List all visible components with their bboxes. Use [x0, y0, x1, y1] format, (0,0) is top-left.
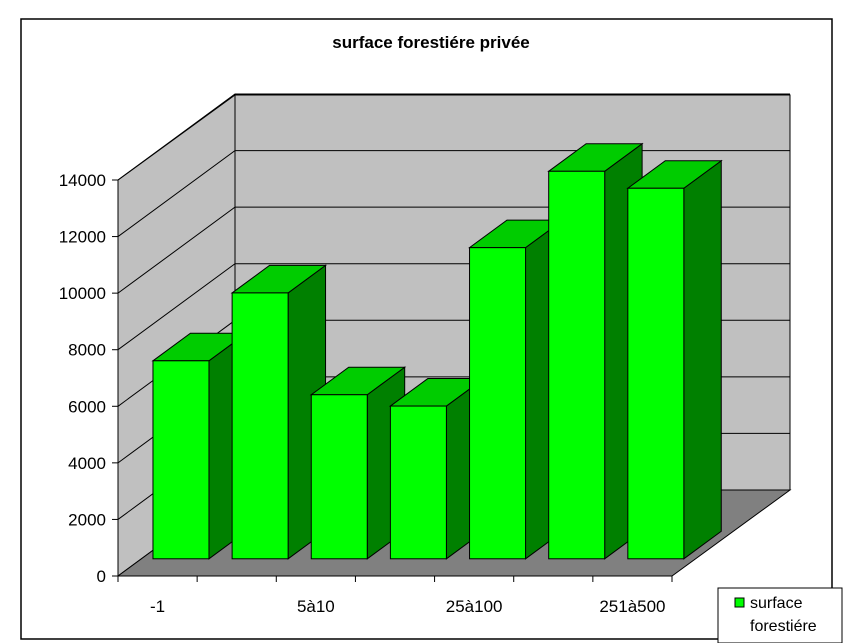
bar-front: [548, 170, 606, 560]
x-tick-label: -1: [150, 597, 165, 616]
bar-front: [469, 247, 527, 560]
y-tick-label: 10000: [59, 284, 106, 303]
legend-label-line1: surface: [750, 595, 803, 612]
bar: [230, 264, 328, 560]
y-tick-label: 4000: [68, 454, 106, 473]
chart-title: surface forestiére privée: [332, 33, 530, 52]
y-tick-label: 14000: [59, 171, 106, 190]
y-tick-label: 0: [97, 567, 106, 586]
x-tick-label: 251à500: [599, 597, 665, 616]
x-tick-label: 25à100: [446, 597, 503, 616]
bars: [151, 142, 723, 560]
bar: [626, 159, 723, 560]
x-tick-label: 5à10: [297, 597, 335, 616]
bar-front: [627, 187, 685, 560]
y-axis-ticks: 0 2000 4000 6000 8000 10000 12000 14000: [59, 171, 118, 586]
bar-front: [231, 292, 289, 560]
y-tick-label: 8000: [68, 341, 106, 360]
bar-side: [683, 159, 722, 560]
x-axis-ticks: -1 5à10 25à100 251à500: [117, 576, 673, 616]
y-tick-label: 2000: [68, 510, 106, 529]
y-tick-label: 12000: [59, 228, 106, 247]
legend-box: [717, 587, 843, 643]
gridline: [117, 93, 790, 181]
bar-front: [310, 394, 368, 560]
bar-front: [152, 360, 210, 560]
legend-label-line2: forestiére: [750, 618, 817, 635]
chart-border: [20, 18, 833, 640]
bar: [547, 142, 644, 560]
legend: surface forestiére: [717, 587, 843, 643]
legend-swatch: [734, 597, 745, 608]
y-tick-label: 6000: [68, 397, 106, 416]
bar-front: [389, 405, 447, 560]
